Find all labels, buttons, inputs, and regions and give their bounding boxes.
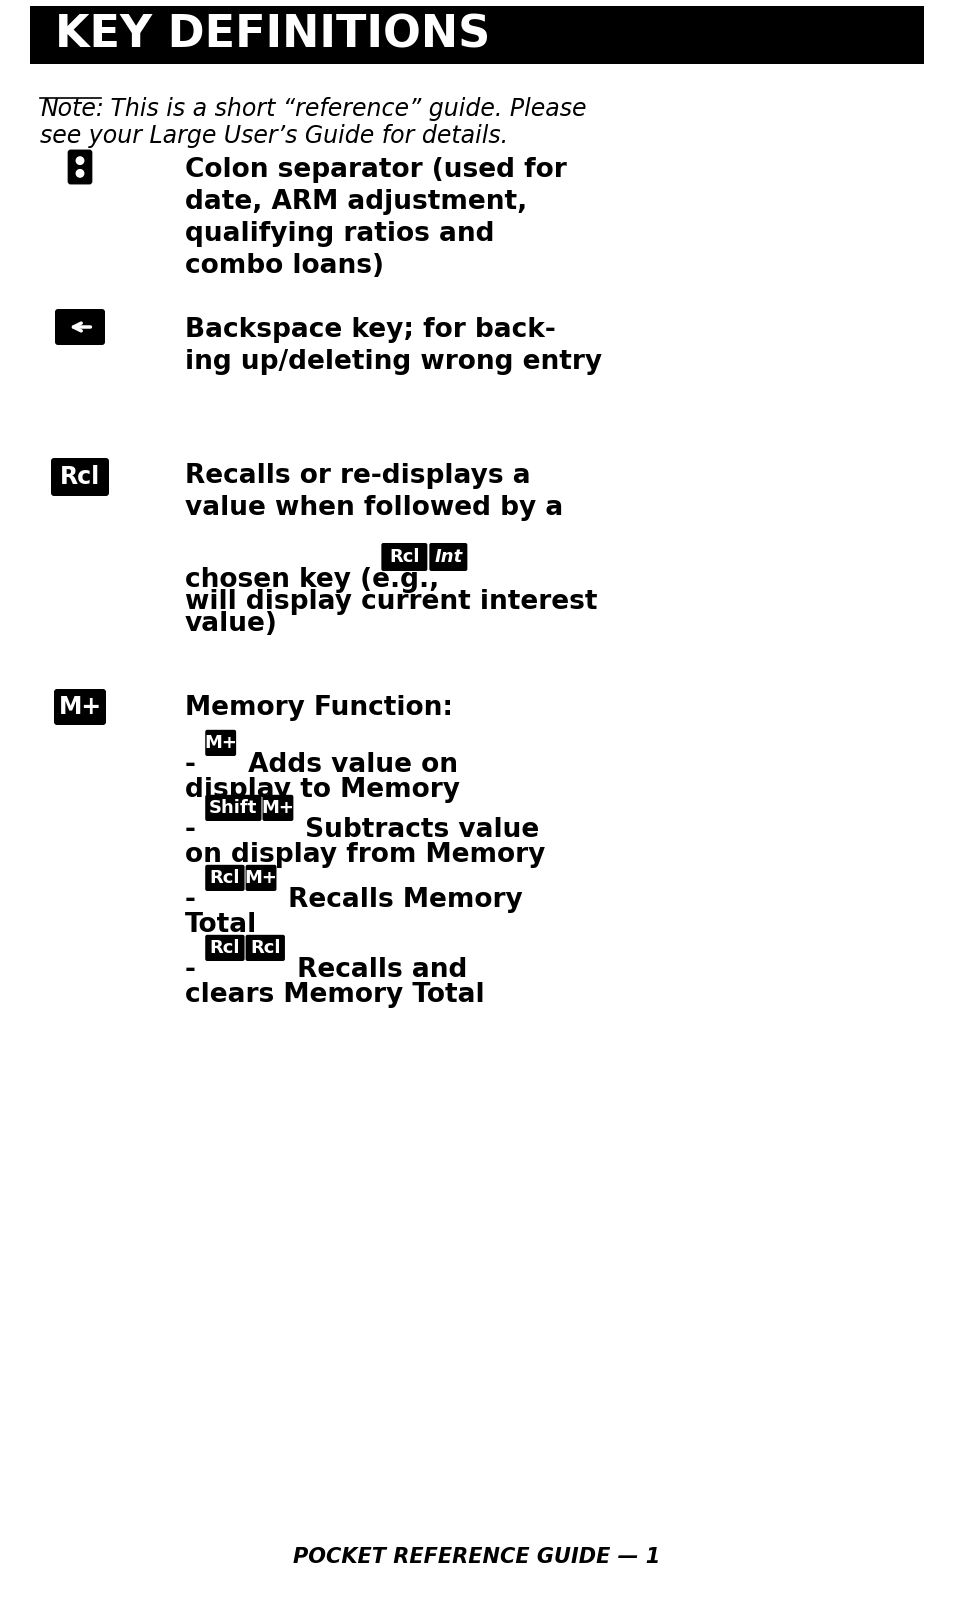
FancyBboxPatch shape — [245, 865, 276, 890]
Text: Rcl: Rcl — [210, 938, 240, 956]
Text: Shift: Shift — [209, 799, 257, 816]
FancyBboxPatch shape — [51, 458, 109, 497]
FancyBboxPatch shape — [381, 543, 427, 570]
Circle shape — [76, 157, 84, 164]
Text: Adds value on: Adds value on — [239, 752, 457, 778]
FancyBboxPatch shape — [205, 795, 261, 821]
Text: M+: M+ — [244, 869, 277, 887]
FancyBboxPatch shape — [205, 865, 244, 890]
Text: Total: Total — [185, 911, 257, 938]
Text: Rcl: Rcl — [60, 464, 100, 489]
Text: M+: M+ — [58, 694, 101, 718]
Text: -: - — [185, 816, 205, 844]
FancyBboxPatch shape — [205, 935, 244, 961]
Text: chosen key (e.g.,: chosen key (e.g., — [185, 567, 448, 593]
Text: on display from Memory: on display from Memory — [185, 842, 545, 868]
Text: -: - — [185, 752, 205, 778]
Text: Rcl: Rcl — [250, 938, 280, 956]
Text: -: - — [185, 958, 205, 983]
FancyBboxPatch shape — [55, 309, 105, 346]
Text: clears Memory Total: clears Memory Total — [185, 982, 484, 1008]
Text: M+: M+ — [204, 734, 237, 752]
Text: -: - — [185, 887, 205, 913]
Circle shape — [76, 170, 84, 177]
FancyBboxPatch shape — [54, 689, 106, 725]
Text: see your Large User’s Guide for details.: see your Large User’s Guide for details. — [40, 124, 508, 148]
FancyBboxPatch shape — [68, 149, 92, 185]
Text: will display current interest: will display current interest — [185, 590, 597, 615]
Text: KEY DEFINITIONS: KEY DEFINITIONS — [55, 13, 490, 56]
FancyBboxPatch shape — [429, 543, 467, 570]
Text: Rcl: Rcl — [389, 548, 419, 566]
Text: POCKET REFERENCE GUIDE — 1: POCKET REFERENCE GUIDE — 1 — [294, 1548, 659, 1567]
Text: Subtracts value: Subtracts value — [296, 816, 539, 844]
Text: M+: M+ — [261, 799, 294, 816]
Text: This is a short “reference” guide. Please: This is a short “reference” guide. Pleas… — [103, 96, 586, 121]
Text: Recalls and: Recalls and — [288, 958, 467, 983]
Text: Colon separator (used for
date, ARM adjustment,
qualifying ratios and
combo loan: Colon separator (used for date, ARM adju… — [185, 157, 566, 280]
Text: Recalls Memory: Recalls Memory — [279, 887, 522, 913]
Text: Backspace key; for back-
ing up/deleting wrong entry: Backspace key; for back- ing up/deleting… — [185, 317, 601, 374]
Text: Memory Function:: Memory Function: — [185, 694, 453, 722]
Text: Int: Int — [434, 548, 462, 566]
FancyBboxPatch shape — [262, 795, 294, 821]
Text: Rcl: Rcl — [210, 869, 240, 887]
Text: Recalls or re-displays a
value when followed by a: Recalls or re-displays a value when foll… — [185, 463, 562, 521]
FancyBboxPatch shape — [205, 730, 236, 755]
FancyBboxPatch shape — [30, 6, 923, 64]
Text: Note:: Note: — [40, 96, 104, 121]
FancyBboxPatch shape — [245, 935, 285, 961]
Text: display to Memory: display to Memory — [185, 776, 459, 804]
Text: value): value) — [185, 611, 277, 636]
